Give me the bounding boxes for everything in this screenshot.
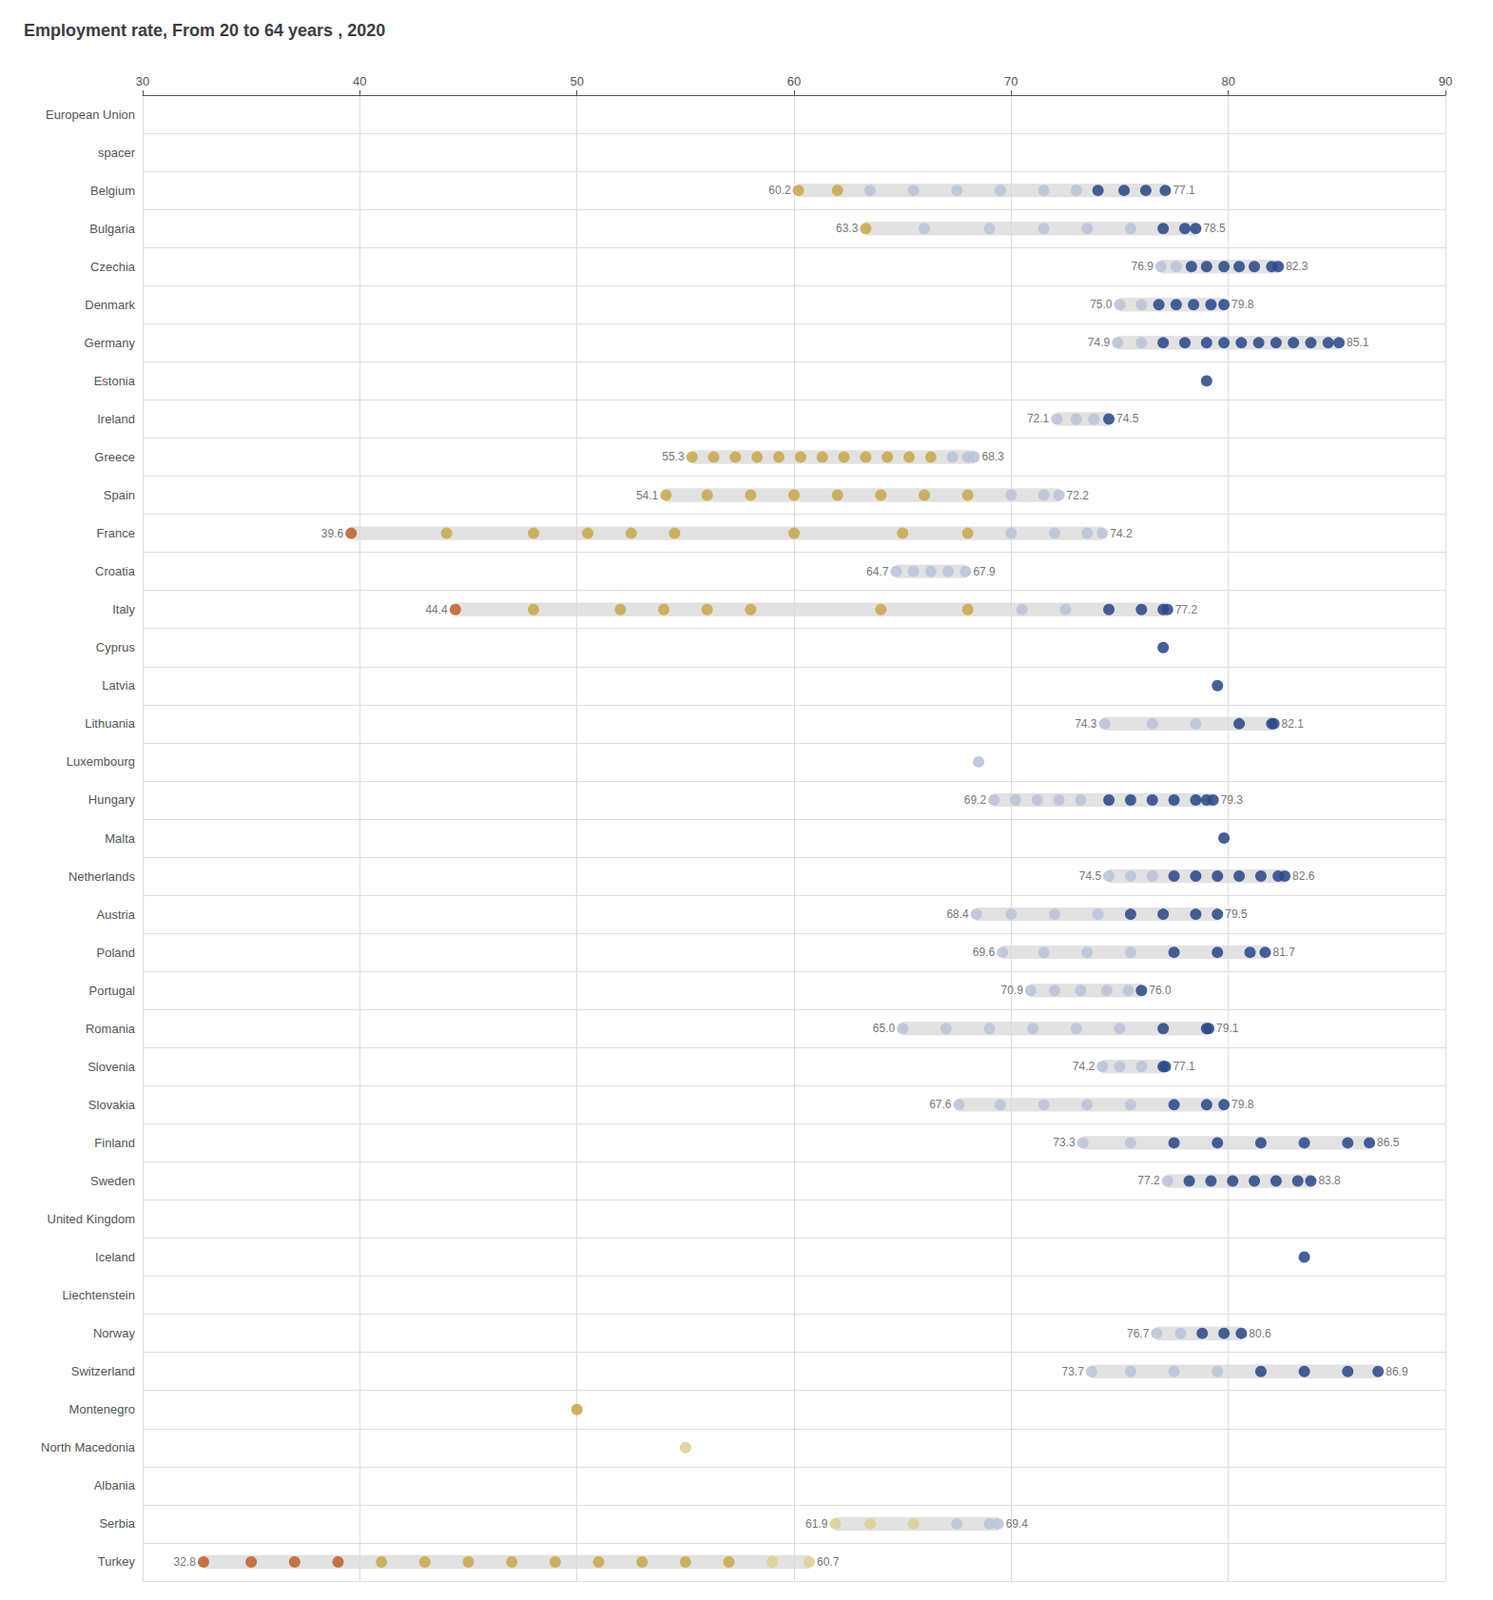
svg-text:Switzerland: Switzerland: [71, 1363, 136, 1378]
svg-text:50: 50: [569, 74, 583, 89]
svg-text:72.2: 72.2: [1066, 488, 1090, 503]
svg-text:86.9: 86.9: [1385, 1364, 1409, 1378]
svg-text:69.4: 69.4: [1006, 1516, 1029, 1531]
svg-text:70.9: 70.9: [1001, 983, 1025, 997]
svg-text:European Union: European Union: [45, 107, 136, 122]
svg-text:Cyprus: Cyprus: [96, 639, 136, 655]
svg-text:Ireland: Ireland: [96, 411, 136, 427]
svg-text:81.7: 81.7: [1272, 945, 1296, 959]
svg-text:83.8: 83.8: [1318, 1173, 1341, 1187]
svg-text:67.9: 67.9: [972, 564, 996, 579]
svg-text:74.5: 74.5: [1116, 411, 1140, 426]
svg-text:54.1: 54.1: [636, 488, 660, 503]
svg-text:Romania: Romania: [85, 1021, 136, 1036]
svg-text:United Kingdom: United Kingdom: [47, 1211, 136, 1226]
svg-text:79.1: 79.1: [1216, 1021, 1240, 1035]
svg-text:North Macedonia: North Macedonia: [40, 1439, 136, 1455]
svg-text:65.0: 65.0: [872, 1021, 896, 1035]
svg-text:79.3: 79.3: [1221, 793, 1244, 807]
svg-text:32.8: 32.8: [174, 1554, 197, 1569]
svg-text:69.2: 69.2: [964, 793, 988, 807]
svg-text:Austria: Austria: [96, 907, 136, 922]
svg-text:Italy: Italy: [112, 601, 136, 617]
svg-text:69.6: 69.6: [972, 945, 996, 959]
svg-text:74.9: 74.9: [1087, 335, 1111, 350]
svg-text:73.3: 73.3: [1052, 1135, 1076, 1149]
svg-text:Portugal: Portugal: [89, 983, 136, 998]
svg-text:Hungary: Hungary: [88, 792, 136, 807]
svg-text:64.7: 64.7: [866, 564, 890, 579]
svg-text:Lithuania: Lithuania: [84, 716, 136, 731]
svg-text:82.1: 82.1: [1281, 717, 1305, 731]
svg-text:86.5: 86.5: [1376, 1135, 1400, 1149]
svg-text:82.3: 82.3: [1285, 259, 1309, 273]
svg-text:75.0: 75.0: [1089, 297, 1113, 311]
svg-text:Turkey: Turkey: [97, 1553, 136, 1569]
svg-text:68.4: 68.4: [946, 907, 970, 921]
svg-text:Malta: Malta: [104, 831, 136, 846]
svg-text:85.1: 85.1: [1346, 335, 1370, 350]
svg-text:77.2: 77.2: [1175, 602, 1199, 617]
svg-text:Luxembourg: Luxembourg: [66, 754, 136, 769]
svg-text:80: 80: [1221, 74, 1235, 89]
svg-text:Montenegro: Montenegro: [69, 1401, 136, 1416]
svg-text:Bulgaria: Bulgaria: [89, 221, 136, 236]
svg-text:Finland: Finland: [94, 1135, 136, 1150]
svg-text:40: 40: [352, 74, 367, 89]
svg-text:78.5: 78.5: [1202, 221, 1226, 235]
svg-text:61.9: 61.9: [805, 1516, 829, 1531]
svg-text:Sweden: Sweden: [90, 1173, 136, 1188]
svg-text:60.2: 60.2: [768, 183, 792, 197]
svg-text:77.2: 77.2: [1137, 1173, 1161, 1187]
svg-text:70: 70: [1004, 74, 1018, 89]
svg-text:Croatia: Croatia: [95, 563, 136, 579]
svg-text:Netherlands: Netherlands: [68, 869, 136, 884]
svg-text:Albania: Albania: [94, 1477, 136, 1493]
svg-text:79.8: 79.8: [1231, 297, 1255, 311]
svg-text:44.4: 44.4: [425, 602, 448, 617]
svg-text:90: 90: [1438, 74, 1453, 89]
svg-text:Liechtenstein: Liechtenstein: [61, 1287, 136, 1302]
svg-text:77.1: 77.1: [1172, 1059, 1196, 1073]
svg-text:Czechia: Czechia: [90, 259, 136, 274]
svg-text:79.5: 79.5: [1224, 907, 1248, 921]
svg-text:74.5: 74.5: [1079, 869, 1103, 883]
svg-text:60.7: 60.7: [816, 1554, 840, 1569]
svg-text:74.2: 74.2: [1072, 1059, 1096, 1073]
svg-text:Germany: Germany: [84, 335, 136, 350]
svg-text:Serbia: Serbia: [98, 1515, 136, 1531]
svg-text:Spain: Spain: [103, 487, 136, 503]
svg-text:France: France: [96, 525, 136, 541]
svg-text:Estonia: Estonia: [94, 373, 136, 388]
svg-text:Norway: Norway: [93, 1325, 136, 1340]
svg-text:Latvia: Latvia: [101, 678, 136, 693]
svg-text:Poland: Poland: [96, 945, 136, 960]
svg-text:Employment rate, From 20 to 64: Employment rate, From 20 to 64 years , 2…: [23, 20, 386, 40]
svg-text:76.9: 76.9: [1131, 259, 1155, 273]
svg-text:Iceland: Iceland: [95, 1249, 136, 1264]
svg-text:spacer: spacer: [97, 145, 136, 160]
svg-text:55.3: 55.3: [661, 449, 685, 464]
svg-text:76.0: 76.0: [1148, 983, 1172, 997]
svg-text:80.6: 80.6: [1248, 1326, 1272, 1340]
svg-text:76.7: 76.7: [1126, 1326, 1150, 1340]
svg-text:Denmark: Denmark: [84, 297, 136, 312]
svg-text:Greece: Greece: [94, 449, 136, 465]
svg-text:77.1: 77.1: [1172, 183, 1196, 197]
svg-text:82.6: 82.6: [1292, 869, 1316, 883]
svg-text:30: 30: [135, 74, 150, 89]
svg-text:Belgium: Belgium: [90, 183, 136, 198]
svg-text:Slovenia: Slovenia: [87, 1059, 136, 1074]
svg-text:73.7: 73.7: [1061, 1364, 1085, 1378]
svg-text:60: 60: [787, 74, 801, 89]
svg-text:72.1: 72.1: [1027, 411, 1050, 426]
svg-text:74.3: 74.3: [1074, 717, 1098, 731]
svg-text:67.6: 67.6: [929, 1097, 952, 1111]
svg-text:79.8: 79.8: [1231, 1097, 1255, 1111]
svg-text:68.3: 68.3: [982, 449, 1006, 464]
svg-text:39.6: 39.6: [321, 526, 345, 541]
svg-text:74.2: 74.2: [1109, 526, 1133, 541]
svg-text:63.3: 63.3: [835, 221, 859, 235]
svg-text:Slovakia: Slovakia: [88, 1097, 136, 1112]
